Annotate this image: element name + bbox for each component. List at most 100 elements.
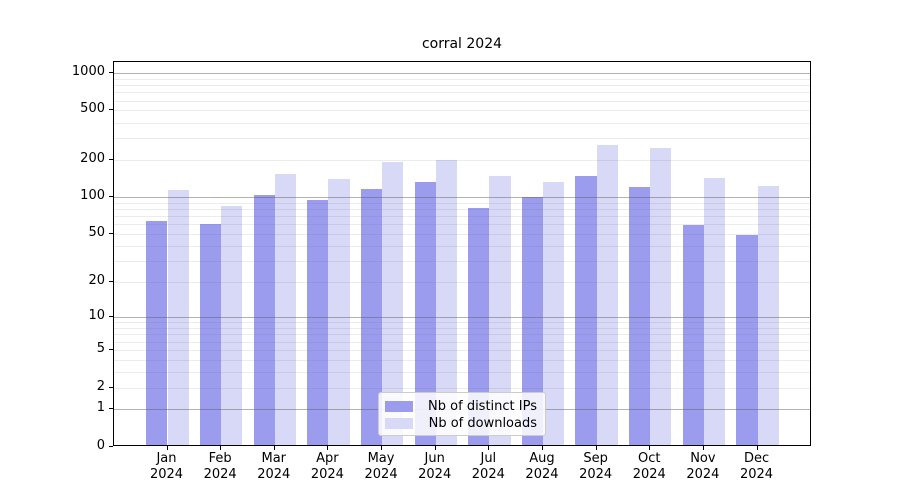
bar-downloads-mar: [274, 174, 296, 445]
x-tick-month: Jun: [424, 451, 445, 466]
x-tick-label-may: May 2024: [351, 451, 411, 483]
y-tick: [109, 281, 113, 282]
gridline-minor: [114, 85, 810, 87]
gridline-minor: [114, 138, 810, 140]
gridline-minor: [114, 159, 810, 161]
gridline-minor: [114, 110, 810, 112]
bar-downloads-apr: [328, 179, 350, 445]
bar-distinct-ips-may: [360, 189, 383, 445]
bar-downloads-aug: [542, 181, 565, 445]
bar-distinct-ips-sep: [575, 175, 597, 445]
y-tick-label: 100: [80, 188, 105, 204]
gridline-minor: [114, 92, 810, 94]
x-tick-year: 2024: [525, 467, 559, 482]
x-tick-label-mar: Mar 2024: [244, 451, 304, 483]
bar-distinct-ips-jan: [146, 220, 168, 445]
x-tick: [381, 446, 382, 450]
legend-label: Nb of downloads: [428, 416, 537, 431]
x-tick-label-feb: Feb 2024: [190, 451, 250, 483]
bar-distinct-ips-oct: [629, 186, 651, 445]
x-tick-month: Apr: [316, 451, 339, 466]
y-tick: [109, 159, 113, 160]
x-tick-label-oct: Oct 2024: [619, 451, 679, 483]
x-tick-label-jan: Jan 2024: [137, 451, 197, 483]
x-tick-year: 2024: [310, 467, 344, 482]
gridline-minor: [114, 122, 810, 124]
y-tick: [109, 316, 113, 317]
y-tick-label: 0: [96, 438, 105, 453]
gridline-major: [114, 72, 810, 74]
y-tick-label: 500: [80, 101, 105, 117]
x-tick: [167, 446, 168, 450]
x-tick: [757, 446, 758, 450]
x-tick-label-jun: Jun 2024: [405, 451, 465, 483]
bar-distinct-ips-apr: [307, 199, 329, 445]
x-tick-year: 2024: [418, 467, 452, 482]
x-tick: [488, 446, 489, 450]
bar-downloads-dec: [757, 185, 779, 445]
x-tick-month: Sep: [583, 451, 608, 466]
x-tick-label-nov: Nov 2024: [673, 451, 733, 483]
legend-swatch: [385, 401, 413, 412]
legend: Nb of distinct IPs Nb of downloads: [378, 392, 546, 436]
y-tick-label: 10: [88, 308, 105, 324]
bar-distinct-ips-aug: [521, 197, 543, 445]
x-tick-year: 2024: [739, 467, 774, 482]
x-tick: [596, 446, 597, 450]
bar-downloads-jun: [435, 160, 457, 445]
bar-downloads-sep: [596, 144, 618, 445]
y-tick: [109, 233, 113, 234]
x-tick-month: Feb: [208, 451, 232, 466]
bar-downloads-feb: [221, 205, 243, 445]
x-tick-year: 2024: [149, 467, 184, 482]
legend-item: Nb of downloads: [385, 415, 537, 432]
x-tick: [220, 446, 221, 450]
bar-downloads-oct: [650, 148, 672, 445]
bar-downloads-may: [382, 161, 404, 445]
bar-distinct-ips-dec: [736, 235, 758, 445]
y-tick: [109, 446, 113, 447]
x-tick-year: 2024: [257, 467, 291, 482]
chart-title: corral 2024: [421, 36, 503, 52]
x-tick-year: 2024: [686, 467, 720, 482]
x-tick-month: Aug: [529, 451, 555, 466]
x-tick-year: 2024: [203, 467, 237, 482]
x-tick: [649, 446, 650, 450]
x-tick-label-jul: Jul 2024: [458, 451, 518, 483]
x-tick-month: May: [367, 451, 395, 466]
bar-distinct-ips-nov: [682, 225, 704, 445]
x-tick-year: 2024: [579, 467, 613, 482]
y-tick: [109, 349, 113, 350]
x-tick: [435, 446, 436, 450]
x-tick-label-dec: Dec 2024: [727, 451, 787, 483]
x-tick-year: 2024: [471, 467, 505, 482]
x-tick-month: Jul: [480, 451, 497, 466]
x-tick: [542, 446, 543, 450]
y-tick: [109, 109, 113, 110]
bar-downloads-jan: [167, 190, 189, 445]
y-tick-label: 1000: [71, 63, 105, 79]
y-tick-label: 200: [80, 150, 105, 166]
bar-downloads-nov: [703, 177, 726, 445]
x-tick-month: Dec: [743, 451, 770, 466]
gridline-minor: [114, 78, 810, 80]
bar-distinct-ips-mar: [253, 195, 275, 445]
x-tick-year: 2024: [364, 467, 398, 482]
plot-area: [113, 61, 811, 446]
x-tick-label-sep: Sep 2024: [566, 451, 626, 483]
x-tick-label-apr: Apr 2024: [297, 451, 357, 483]
bar-distinct-ips-feb: [199, 224, 222, 445]
x-tick: [703, 446, 704, 450]
x-tick-year: 2024: [632, 467, 666, 482]
y-tick: [109, 196, 113, 197]
x-tick-month: Jan: [156, 451, 177, 466]
y-tick-label: 1: [96, 400, 105, 416]
bar-distinct-ips-jun: [414, 181, 436, 445]
x-tick-label-aug: Aug 2024: [512, 451, 572, 483]
y-tick: [109, 408, 113, 409]
x-tick: [327, 446, 328, 450]
y-tick: [109, 72, 113, 73]
bar-downloads-jul: [489, 175, 511, 445]
x-tick: [274, 446, 275, 450]
